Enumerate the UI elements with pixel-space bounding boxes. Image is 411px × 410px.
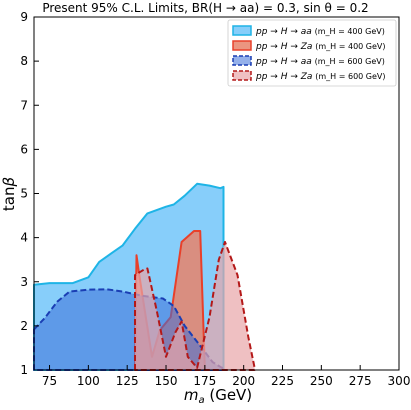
series-4-region [134, 241, 256, 371]
x-tick-label: 175 [193, 374, 216, 388]
y-tick-label: 2 [20, 319, 28, 333]
legend-swatch-4 [232, 70, 252, 81]
y-tick-label: 9 [20, 10, 28, 24]
legend-label-4: pp → H → Za (m_H = 600 GeV) [255, 72, 386, 82]
plot-area [33, 182, 256, 371]
legend-box [227, 19, 397, 87]
x-tick-label: 150 [155, 374, 178, 388]
legend-swatch-2 [232, 40, 252, 51]
y-tick-label: 1 [20, 363, 28, 377]
x-tick-label: 225 [271, 374, 294, 388]
y-tick-label: 6 [20, 142, 28, 156]
legend-label-3: pp → H → aa (m_H = 600 GeV) [255, 57, 385, 67]
x-tick-label: 250 [310, 374, 333, 388]
legend-swatch-3 [232, 55, 252, 66]
y-ticks: 1 2 3 4 5 6 7 8 9 [20, 10, 39, 377]
legend-swatch-1 [232, 25, 252, 36]
chart-title: Present 95% C.L. Limits, BR(H → aa) = 0.… [42, 1, 368, 15]
x-tick-label: 275 [349, 374, 372, 388]
legend-label-2: pp → H → Za (m_H = 400 GeV) [255, 42, 386, 52]
x-axis-label: ma (GeV) [184, 386, 252, 406]
x-tick-label: 75 [42, 374, 57, 388]
y-axis-label: tanβ [0, 176, 18, 211]
y-tick-label: 7 [20, 98, 28, 112]
y-tick-label: 3 [20, 275, 28, 289]
x-tick-label: 200 [232, 374, 255, 388]
y-tick-label: 8 [20, 54, 28, 68]
x-ticks: 75 100 125 150 175 200 225 250 275 300 [42, 365, 411, 388]
legend-label-1: pp → H → aa (m_H = 400 GeV) [255, 27, 385, 37]
x-tick-label: 125 [116, 374, 139, 388]
x-tick-label: 300 [388, 374, 411, 388]
x-tick-label: 100 [77, 374, 100, 388]
y-tick-label: 5 [20, 187, 28, 201]
legend: pp → H → aa (m_H = 400 GeV) pp → H → Za (… [227, 19, 397, 87]
y-tick-label: 4 [20, 231, 28, 245]
